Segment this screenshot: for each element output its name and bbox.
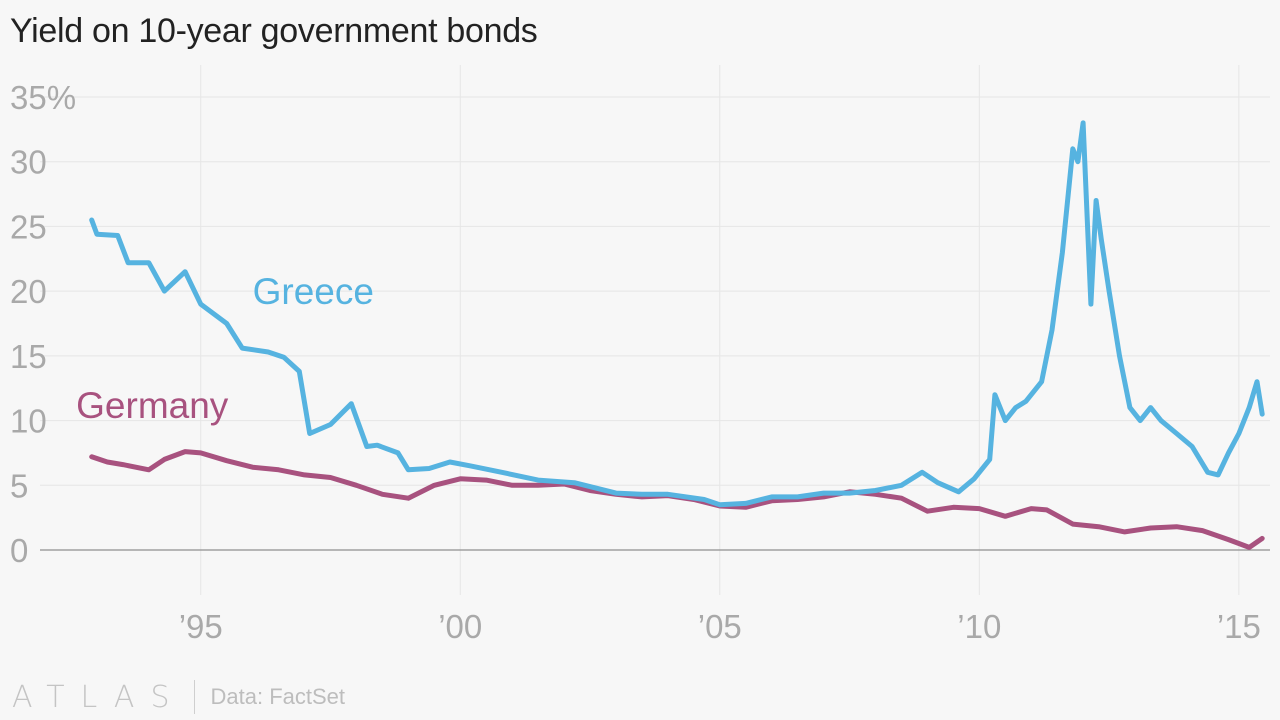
y-tick-label: 5 (10, 467, 28, 504)
y-tick-label: 10 (10, 403, 47, 440)
data-source: Data: FactSet (210, 684, 346, 709)
x-tick-label: ’05 (698, 608, 742, 645)
y-tick-label: 15 (10, 338, 47, 375)
x-tick-label: ’00 (438, 608, 482, 645)
x-tick-label: ’10 (957, 608, 1001, 645)
y-tick-label: 35% (10, 79, 76, 116)
series-label-greece: Greece (253, 271, 374, 312)
atlas-logo: ATLAS (12, 679, 186, 715)
series-line-greece (89, 120, 1265, 508)
chart-title: Yield on 10-year government bonds (10, 12, 538, 50)
series-label-germany: Germany (76, 385, 229, 426)
footer-divider (193, 680, 195, 714)
footer: ATLAS Data: FactSet (12, 679, 346, 715)
y-tick-label: 0 (10, 532, 28, 569)
x-tick-label: ’15 (1217, 608, 1261, 645)
y-tick-label: 25 (10, 208, 47, 245)
series-line-germany (89, 449, 1265, 550)
x-tick-label: ’95 (179, 608, 223, 645)
y-tick-label: 30 (10, 144, 47, 181)
y-tick-label: 20 (10, 273, 47, 310)
